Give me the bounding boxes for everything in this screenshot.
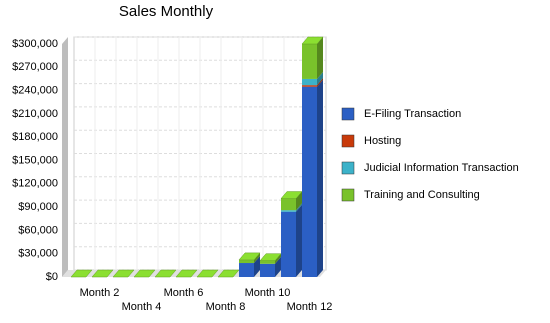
left-wall: [62, 37, 68, 277]
bar-top: [154, 269, 177, 278]
bar-side: [317, 78, 323, 87]
legend-swatch: [341, 107, 355, 121]
bar-side: [317, 71, 323, 86]
bar-side: [296, 204, 302, 277]
y-tick-label: $90,000: [18, 201, 58, 213]
y-tick-label: $300,000: [12, 38, 58, 50]
x-tick-label: Month 10: [245, 287, 291, 299]
x-tick-label: Month 8: [206, 301, 246, 313]
bar-segment: [302, 44, 317, 79]
chart-title: Sales Monthly: [119, 3, 214, 20]
y-tick-label: $210,000: [12, 108, 58, 120]
y-tick-label: $150,000: [12, 154, 58, 166]
bar-side: [317, 37, 323, 79]
y-tick-label: $180,000: [12, 131, 58, 143]
bar-side: [254, 256, 260, 277]
bar-top: [91, 269, 114, 278]
y-tick-label: $270,000: [12, 61, 58, 73]
bar-top: [301, 36, 324, 45]
legend-swatch: [341, 134, 355, 148]
bar-top: [196, 269, 219, 278]
bar-top: [238, 252, 261, 261]
bar-side: [254, 252, 260, 264]
bar-top: [133, 269, 156, 278]
legend-label: E-Filing Transaction: [364, 108, 461, 120]
x-tick-label: Month 6: [164, 287, 204, 299]
y-tick-label: $120,000: [12, 178, 58, 190]
bar-segment: [239, 263, 254, 277]
bar-side: [317, 79, 323, 277]
y-tick-label: $30,000: [18, 248, 58, 260]
y-tick-label: $0: [46, 271, 58, 283]
bar-segment: [260, 260, 275, 264]
legend-swatch: [341, 188, 355, 202]
bar-top: [175, 269, 198, 278]
bar-segment: [281, 210, 296, 212]
bar-segment: [302, 85, 317, 87]
y-tick-label: $240,000: [12, 85, 58, 97]
bar-segment: [302, 86, 317, 277]
bar-top: [70, 269, 93, 278]
bar-side: [275, 253, 281, 264]
x-tick-label: Month 12: [287, 301, 333, 313]
legend-label: Training and Consulting: [364, 189, 480, 201]
bar-segment: [281, 198, 296, 211]
bar-segment: [302, 78, 317, 86]
bar-segment: [239, 259, 254, 264]
legend-swatch: [341, 161, 355, 175]
bar-segment: [281, 211, 296, 277]
bar-side: [296, 203, 302, 212]
bar-side: [275, 256, 281, 277]
legend-label: Judicial Information Transaction: [364, 162, 519, 174]
x-tick-label: Month 4: [122, 301, 162, 313]
x-tick-label: Month 2: [80, 287, 120, 299]
bar-top: [112, 269, 135, 278]
bar-side: [296, 191, 302, 211]
legend-label: Hosting: [364, 135, 401, 147]
bar-segment: [260, 263, 275, 277]
y-tick-label: $60,000: [18, 224, 58, 236]
